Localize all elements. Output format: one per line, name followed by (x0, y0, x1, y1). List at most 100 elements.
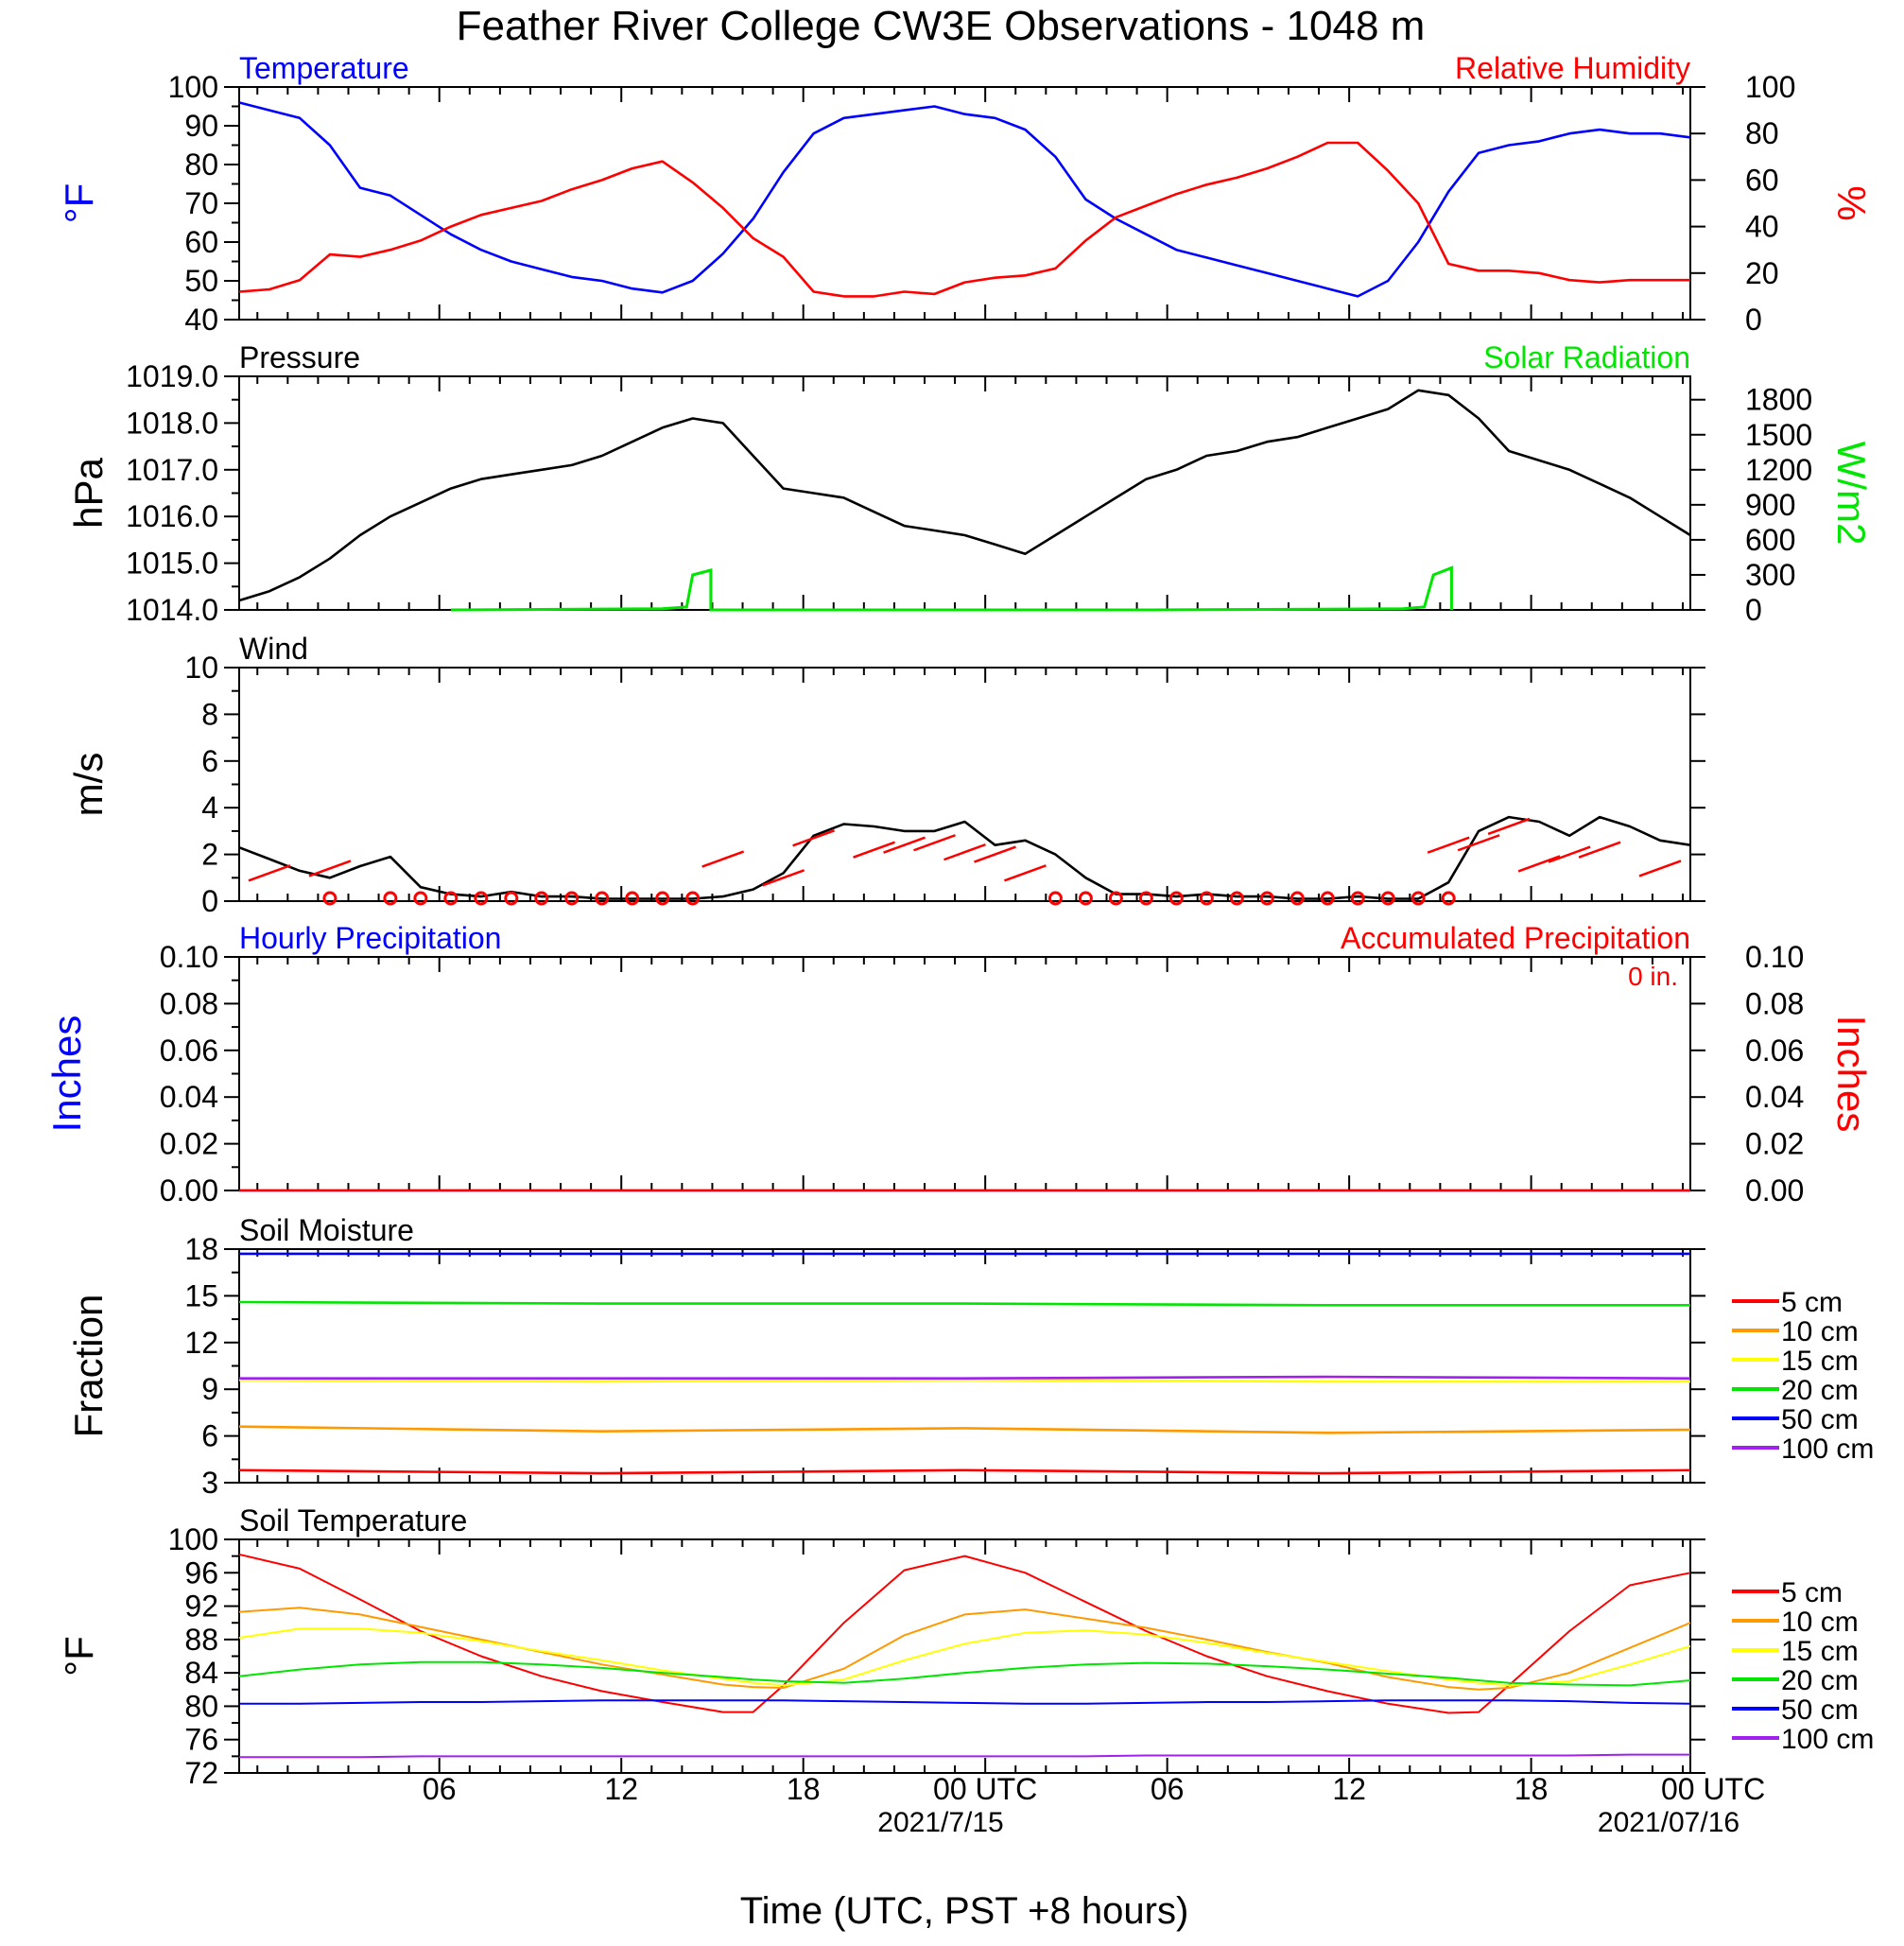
y-tick-label-left: 96 (184, 1555, 218, 1590)
panel-pressure_solar: 1014.0 1015.0 1016.0 1017.0 1018.0 1019.0 0300… (66, 340, 1874, 627)
y-tick-label-right: 0.04 (1745, 1080, 1804, 1114)
y-tick-label-left: 100 (168, 70, 218, 104)
x-date-2: 2021/07/16 (1598, 1807, 1740, 1838)
y-tick-label-left: 0.10 (160, 940, 218, 974)
y-tick-label-right: 0 (1745, 303, 1762, 337)
y-tick-label-left: 0.02 (160, 1127, 218, 1161)
calm-wind-marker (443, 891, 459, 906)
calm-wind-marker (413, 891, 428, 906)
wind-barb (701, 850, 745, 868)
series-100-cm (239, 1375, 1691, 1380)
y-tick-label-left: 70 (184, 186, 218, 220)
wind-barb (1457, 834, 1500, 852)
panel-title-left: Wind (239, 632, 308, 666)
y-tick-label-right: 80 (1745, 116, 1779, 150)
wind-barb (1548, 845, 1591, 863)
legend-label: 5 cm (1781, 1577, 1843, 1608)
y-axis-label-left: °F (57, 183, 101, 223)
panel-precip: 0.00 0.02 0.04 0.06 0.08 0.10 0.00 0.02 0.04 0.06… (44, 921, 1874, 1208)
panel-title-right: Accumulated Precipitation (1341, 921, 1690, 955)
calm-wind-marker (1380, 891, 1395, 906)
series-15-cm (238, 1379, 1690, 1383)
y-tick-label-right: 0.00 (1745, 1173, 1804, 1208)
wind-barb (308, 860, 352, 877)
y-tick-label-left: 0.04 (160, 1080, 218, 1114)
y-tick-label-right: 900 (1745, 488, 1795, 522)
calm-wind-marker (322, 891, 338, 906)
panel-frame (238, 956, 1691, 1191)
chart-title: Feather River College CW3E Observations … (457, 3, 1426, 49)
legend-label: 50 cm (1781, 1404, 1859, 1435)
series-50-cm (239, 1699, 1691, 1705)
legend-label: 15 cm (1781, 1346, 1859, 1377)
calm-wind-marker (534, 891, 549, 906)
panel-frame (238, 1538, 1691, 1774)
calm-wind-marker (383, 891, 398, 906)
y-tick-label-left: 0.00 (160, 1173, 218, 1208)
y-axis-label-right: W/m2 (1829, 442, 1874, 546)
panel-title-left: Hourly Precipitation (239, 921, 501, 955)
panel-frame (238, 1248, 1691, 1484)
x-tick-label: 06 (423, 1772, 457, 1806)
series-100-cm (239, 1753, 1690, 1759)
wind-barb (883, 836, 926, 854)
wind-barb (1578, 841, 1621, 859)
calm-wind-marker (1350, 891, 1365, 906)
y-tick-label-right: 1200 (1745, 453, 1812, 487)
wind-barb (1517, 855, 1561, 873)
wind-barb (1004, 864, 1047, 882)
y-tick-label-left: 50 (184, 264, 218, 298)
series-10-cm (238, 1607, 1691, 1691)
legend-label: 100 cm (1781, 1433, 1874, 1465)
x-tick-label: 06 (1151, 1772, 1185, 1806)
y-tick-label-left: 60 (184, 225, 218, 259)
y-tick-label-left: 90 (184, 109, 218, 143)
y-tick-label-left: 0 (201, 884, 218, 918)
x-tick-label: 00 UTC (1661, 1772, 1765, 1806)
wind-barb (853, 841, 895, 859)
calm-wind-marker (1138, 891, 1153, 906)
wind-barb (943, 843, 986, 861)
x-axis: 06 12 18 00 UTC 06 12 18 00 UTC 2021/7/15 2021/… (423, 1772, 1765, 1932)
y-axis-label-left: °F (57, 1636, 101, 1676)
panel-title-left: Soil Moisture (239, 1213, 414, 1247)
y-tick-label-left: 1019.0 (126, 359, 218, 393)
calm-wind-marker (1441, 891, 1456, 906)
y-tick-label-left: 1014.0 (126, 593, 218, 627)
legend-label: 20 cm (1781, 1375, 1859, 1406)
y-tick-label-left: 4 (201, 791, 218, 825)
x-tick-label: 18 (787, 1772, 821, 1806)
series-wind-speed (238, 815, 1691, 900)
y-tick-label-left: 6 (201, 744, 218, 778)
y-tick-label-left: 10 (184, 651, 218, 685)
y-tick-label-right: 0.02 (1745, 1127, 1804, 1161)
y-tick-label-right: 1500 (1745, 418, 1812, 452)
panel-title-left: Pressure (239, 340, 360, 374)
series-relative-humidity (238, 141, 1690, 298)
y-tick-label-right: 1800 (1745, 383, 1812, 417)
y-tick-label-left: 80 (184, 1689, 218, 1723)
calm-wind-marker (625, 891, 640, 906)
y-axis-label-left: Inches (44, 1016, 89, 1133)
y-tick-label-left: 40 (184, 303, 218, 337)
y-tick-label-left: 88 (184, 1623, 218, 1657)
y-axis-label-left: m/s (66, 753, 111, 817)
calm-wind-marker (655, 891, 670, 906)
panel-wind: 0 2 4 6 8 10 Wind m/s (66, 632, 1705, 918)
panel-title-right: Relative Humidity (1455, 51, 1690, 85)
wind-barb (913, 834, 956, 852)
legend-label: 100 cm (1781, 1724, 1874, 1755)
panel-temp_rh: 40 50 60 70 80 90 100 0 20 40 60 80 100 Temperature Re… (57, 51, 1874, 337)
x-tick-label: 00 UTC (933, 1772, 1037, 1806)
y-tick-label-left: 3 (201, 1466, 218, 1500)
y-tick-label-left: 6 (201, 1419, 218, 1453)
wind-barb (1427, 836, 1470, 854)
calm-wind-marker (1320, 891, 1335, 906)
y-tick-label-left: 1017.0 (126, 453, 218, 487)
series-5-cm (238, 1468, 1691, 1475)
series-20-cm (238, 1660, 1691, 1687)
calm-wind-marker (1168, 891, 1184, 906)
